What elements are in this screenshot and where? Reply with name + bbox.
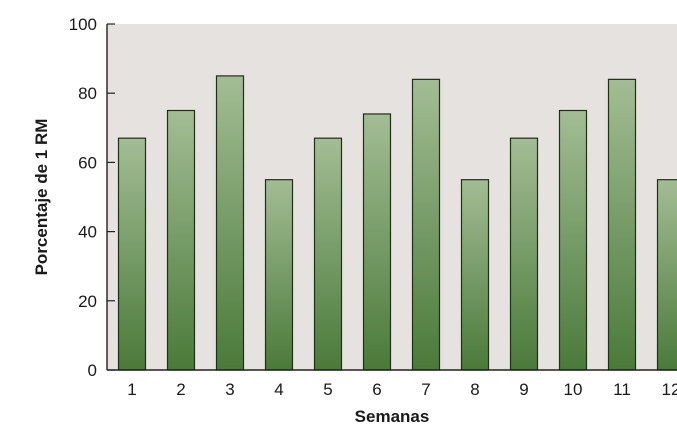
x-tick-label: 10 <box>564 380 583 399</box>
bar-week-10 <box>558 109 588 371</box>
bars-group <box>117 75 677 371</box>
x-tick-label: 4 <box>274 380 283 399</box>
y-tick-label: 0 <box>88 361 97 380</box>
y-ticks-group: 0 20 40 60 80 100 <box>69 15 115 380</box>
x-tick-label: 6 <box>372 380 381 399</box>
x-tick-label: 12 <box>662 380 677 399</box>
bar-week-11 <box>607 78 637 371</box>
bar-week-6 <box>362 113 392 371</box>
x-tick-label: 9 <box>519 380 528 399</box>
bar-week-2 <box>166 109 196 371</box>
y-axis-title: Porcentaje de 1 RM <box>32 119 51 276</box>
x-ticks-group: 1 2 3 4 5 6 7 8 9 10 11 12 <box>127 380 677 399</box>
bar-week-12 <box>656 179 677 371</box>
bar-week-7 <box>411 78 441 371</box>
x-tick-label: 2 <box>176 380 185 399</box>
x-tick-label: 7 <box>421 380 430 399</box>
bar-week-8 <box>460 179 490 371</box>
y-tick-label: 100 <box>69 15 97 34</box>
x-axis-title: Semanas <box>355 407 430 426</box>
bar-week-4 <box>264 179 294 371</box>
x-tick-label: 3 <box>225 380 234 399</box>
x-tick-label: 1 <box>127 380 136 399</box>
y-tick-label: 80 <box>78 84 97 103</box>
x-tick-label: 11 <box>613 380 631 399</box>
x-tick-label: 5 <box>323 380 332 399</box>
y-tick-label: 40 <box>78 223 97 242</box>
bar-week-5 <box>313 137 343 371</box>
x-tick-label: 8 <box>470 380 479 399</box>
bar-week-9 <box>509 137 539 371</box>
y-tick-label: 20 <box>78 292 97 311</box>
y-tick-label: 60 <box>78 153 97 172</box>
bar-week-3 <box>215 75 245 371</box>
bar-week-1 <box>117 137 147 371</box>
